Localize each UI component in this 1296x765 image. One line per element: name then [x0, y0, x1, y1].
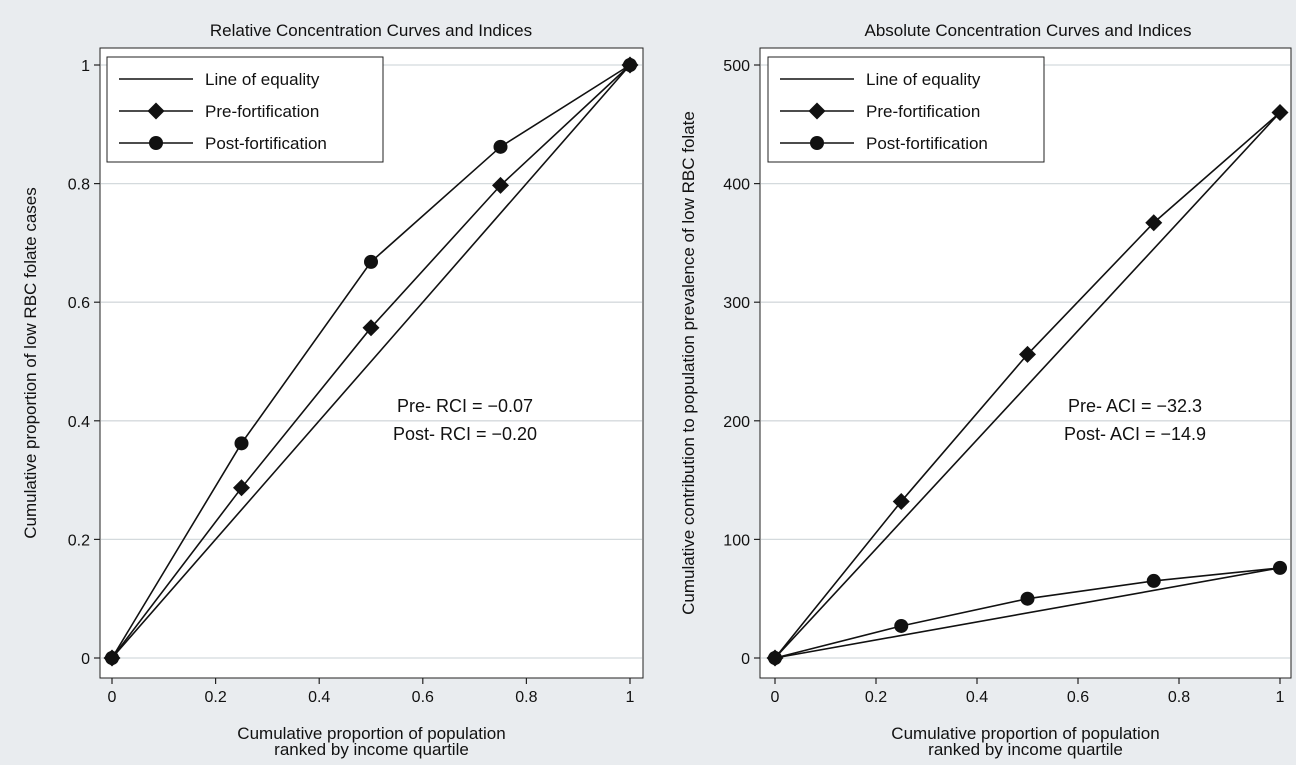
y-tick-label: 300 [723, 295, 750, 312]
index-annotation: Pre- ACI = −32.3 [1068, 396, 1202, 416]
y-axis-title: Cumulative contribution to population pr… [679, 111, 698, 615]
y-tick-label: 200 [723, 414, 750, 431]
index-annotation: Post- ACI = −14.9 [1064, 424, 1206, 444]
y-tick-label: 400 [723, 177, 750, 194]
x-axis-title: Cumulative proportion of population [891, 724, 1159, 743]
x-axis-title: Cumulative proportion of population [237, 724, 505, 743]
legend-label: Pre-fortification [866, 102, 980, 121]
series-line-1 [111, 64, 631, 659]
chart-title: Absolute Concentration Curves and Indice… [865, 21, 1192, 40]
data-point-diamond [1019, 345, 1036, 363]
legend-label: Line of equality [205, 70, 320, 89]
x-tick-label: 0.6 [412, 689, 434, 706]
x-tick-label: 0.8 [1168, 689, 1190, 706]
x-tick-label: 0.2 [204, 689, 226, 706]
data-point-diamond [892, 492, 910, 510]
x-tick-label: 0.6 [1067, 689, 1089, 706]
data-point-circle [623, 58, 637, 72]
legend-label: Line of equality [866, 70, 981, 89]
legend-label: Pre-fortification [205, 102, 319, 121]
legend-label: Post-fortification [866, 134, 988, 153]
data-point-circle [234, 436, 249, 451]
legend-marker-circle [149, 136, 163, 150]
y-tick-label: 0 [741, 651, 750, 668]
x-tick-label: 0.4 [966, 689, 988, 706]
y-tick-label: 0.6 [68, 295, 90, 312]
y-tick-label: 0.8 [68, 177, 90, 194]
data-point-diamond [492, 176, 509, 194]
legend-label: Post-fortification [205, 134, 327, 153]
legend-marker-diamond [147, 102, 165, 120]
x-tick-label: 0.8 [515, 689, 537, 706]
x-tick-label: 1 [626, 689, 635, 706]
x-tick-label: 0.2 [865, 689, 887, 706]
data-point-diamond [1145, 214, 1163, 232]
data-point-circle [105, 651, 119, 665]
data-point-circle [1273, 560, 1287, 575]
y-tick-label: 0.2 [68, 532, 90, 549]
series-line-2 [774, 567, 1281, 659]
y-tick-label: 500 [723, 58, 750, 75]
legend-marker-circle [810, 136, 824, 150]
y-tick-label: 0.4 [68, 414, 90, 431]
data-point-circle [1020, 591, 1035, 606]
chart-panel-2: Absolute Concentration Curves and Indice… [679, 21, 1292, 759]
x-axis-title: ranked by income quartile [274, 740, 469, 759]
data-point-circle [894, 618, 909, 633]
data-point-circle [493, 139, 508, 154]
x-tick-label: 0 [771, 689, 780, 706]
data-point-diamond [362, 319, 380, 337]
legend-marker-diamond [808, 102, 826, 120]
index-annotation: Pre- RCI = −0.07 [397, 396, 533, 416]
x-axis-title: ranked by income quartile [928, 740, 1123, 759]
data-point-circle [768, 651, 782, 665]
y-tick-label: 1 [81, 58, 90, 75]
chart-title: Relative Concentration Curves and Indice… [210, 21, 532, 40]
y-tick-label: 100 [723, 532, 750, 549]
data-point-diamond [1271, 103, 1289, 121]
legend: Line of equality Pre-fortification Post-fo… [767, 56, 1045, 163]
index-annotation: Post- RCI = −0.20 [393, 424, 537, 444]
legend: Line of equality Pre-fortification Post-fo… [106, 56, 384, 163]
x-tick-label: 0.4 [308, 689, 330, 706]
data-point-diamond [233, 479, 250, 497]
x-tick-label: 1 [1276, 689, 1285, 706]
data-point-circle [364, 254, 378, 269]
y-axis-title: Cumulative proportion of low RBC folate … [21, 187, 40, 539]
y-tick-label: 0 [81, 651, 90, 668]
chart-panel-1: Relative Concentration Curves and Indice… [21, 21, 644, 759]
series-line-1 [774, 111, 1281, 659]
data-point-circle [1146, 573, 1161, 588]
x-tick-label: 0 [108, 689, 117, 706]
